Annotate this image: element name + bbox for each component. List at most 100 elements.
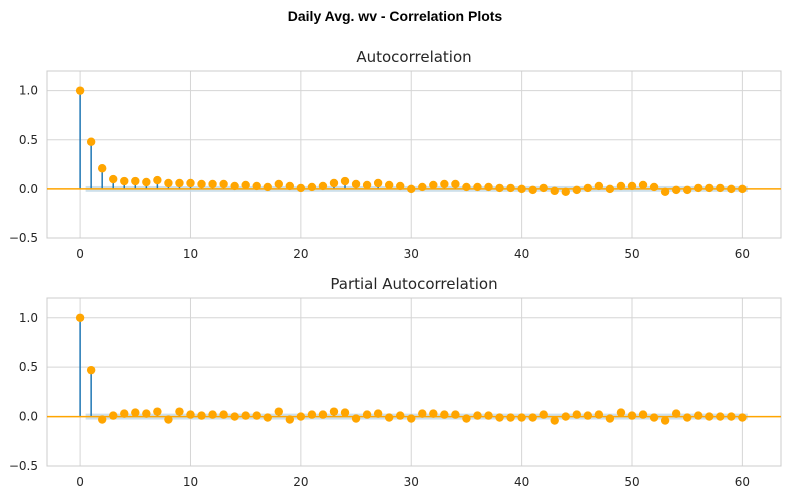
subplot-title: Partial Autocorrelation <box>330 275 497 293</box>
x-tick-label: 30 <box>404 475 419 489</box>
y-tick-label: 0.0 <box>19 182 38 196</box>
data-point-marker <box>407 414 416 423</box>
data-point-marker <box>186 410 195 419</box>
data-point-marker <box>440 410 449 419</box>
data-point-marker <box>230 412 239 421</box>
data-point-marker <box>109 411 118 420</box>
data-point-marker <box>738 413 747 422</box>
data-point-marker <box>142 409 151 418</box>
data-point-marker <box>131 408 140 417</box>
data-point-marker <box>296 412 306 421</box>
data-point-marker <box>373 409 383 418</box>
x-tick-label: 50 <box>624 247 639 261</box>
data-point-marker <box>75 313 85 322</box>
data-point-marker <box>738 184 747 194</box>
data-point-marker <box>473 182 482 192</box>
data-point-marker <box>252 411 261 420</box>
data-point-marker <box>418 409 427 418</box>
data-point-marker <box>263 413 272 422</box>
data-point-marker <box>605 414 615 423</box>
data-point-marker <box>274 407 283 416</box>
data-point-marker <box>285 181 295 191</box>
data-point-marker <box>120 176 129 186</box>
data-point-marker <box>186 178 195 188</box>
data-point-marker <box>528 185 537 195</box>
y-tick-label: 1.0 <box>19 311 38 325</box>
data-point-marker <box>373 178 383 188</box>
y-tick-label: −0.5 <box>9 231 38 245</box>
x-tick-label: 0 <box>76 475 84 489</box>
data-point-marker <box>340 408 350 417</box>
data-point-marker <box>561 412 570 421</box>
data-point-marker <box>473 411 482 420</box>
data-point-marker <box>550 416 559 425</box>
data-point-marker <box>462 414 471 423</box>
data-point-marker <box>153 407 162 416</box>
data-point-marker <box>75 86 85 95</box>
y-tick-label: 0.5 <box>19 360 38 374</box>
data-point-marker <box>418 182 427 192</box>
autocorrelation-panel: Autocorrelation 0 10 20 30 40 50 60 −0.5 0.0 0.5 1.… <box>9 48 782 261</box>
data-point-marker <box>451 179 460 189</box>
data-point-marker <box>495 413 504 422</box>
plot-frame <box>46 297 782 467</box>
data-point-marker <box>97 164 107 173</box>
data-point-marker <box>727 184 736 194</box>
data-point-marker <box>594 410 604 419</box>
data-point-marker <box>671 409 681 418</box>
data-point-marker <box>175 407 184 416</box>
data-point-marker <box>429 180 438 190</box>
x-tick-label: 0 <box>76 247 84 261</box>
data-point-marker <box>539 183 548 193</box>
data-point-marker <box>429 409 438 418</box>
data-point-marker <box>671 185 681 195</box>
x-tick-label: 50 <box>624 475 639 489</box>
data-point-marker <box>694 411 703 420</box>
data-point-marker <box>682 185 692 195</box>
data-point-marker <box>572 185 582 195</box>
data-point-marker <box>407 184 416 194</box>
data-point-marker <box>351 179 361 189</box>
data-point-marker <box>362 410 372 419</box>
data-point-marker <box>329 407 339 416</box>
plot-frame <box>46 70 782 239</box>
data-point-marker <box>627 411 637 420</box>
x-tick-label: 20 <box>293 247 308 261</box>
data-point-marker <box>241 180 250 190</box>
data-point-marker <box>109 174 118 184</box>
data-point-marker <box>208 410 217 419</box>
data-point-marker <box>318 181 328 191</box>
data-point-marker <box>484 411 493 420</box>
data-point-marker <box>495 183 504 193</box>
data-point-marker <box>616 408 626 417</box>
data-point-marker <box>660 416 670 425</box>
data-point-marker <box>705 183 714 193</box>
data-point-marker <box>572 410 582 419</box>
data-point-marker <box>197 179 206 189</box>
data-point-marker <box>131 176 140 186</box>
data-point-marker <box>462 182 471 192</box>
data-point-marker <box>627 181 637 191</box>
data-point-marker <box>506 413 515 422</box>
data-point-marker <box>660 187 670 197</box>
data-point-marker <box>307 182 317 192</box>
data-point-marker <box>340 176 350 186</box>
data-point-marker <box>97 415 107 424</box>
data-point-marker <box>208 179 217 189</box>
x-tick-label: 40 <box>514 247 529 261</box>
data-point-marker <box>594 181 604 191</box>
data-point-marker <box>384 413 394 422</box>
x-tick-label: 10 <box>183 247 198 261</box>
data-point-marker <box>329 178 339 188</box>
y-tick-label: 0.0 <box>19 410 38 424</box>
data-point-marker <box>164 178 173 188</box>
x-tick-label: 20 <box>293 475 308 489</box>
data-point-marker <box>682 413 692 422</box>
data-point-marker <box>716 412 725 421</box>
data-point-marker <box>86 137 96 146</box>
data-point-marker <box>649 413 659 422</box>
data-point-marker <box>484 182 493 192</box>
data-point-marker <box>164 415 173 424</box>
data-point-marker <box>583 183 593 193</box>
